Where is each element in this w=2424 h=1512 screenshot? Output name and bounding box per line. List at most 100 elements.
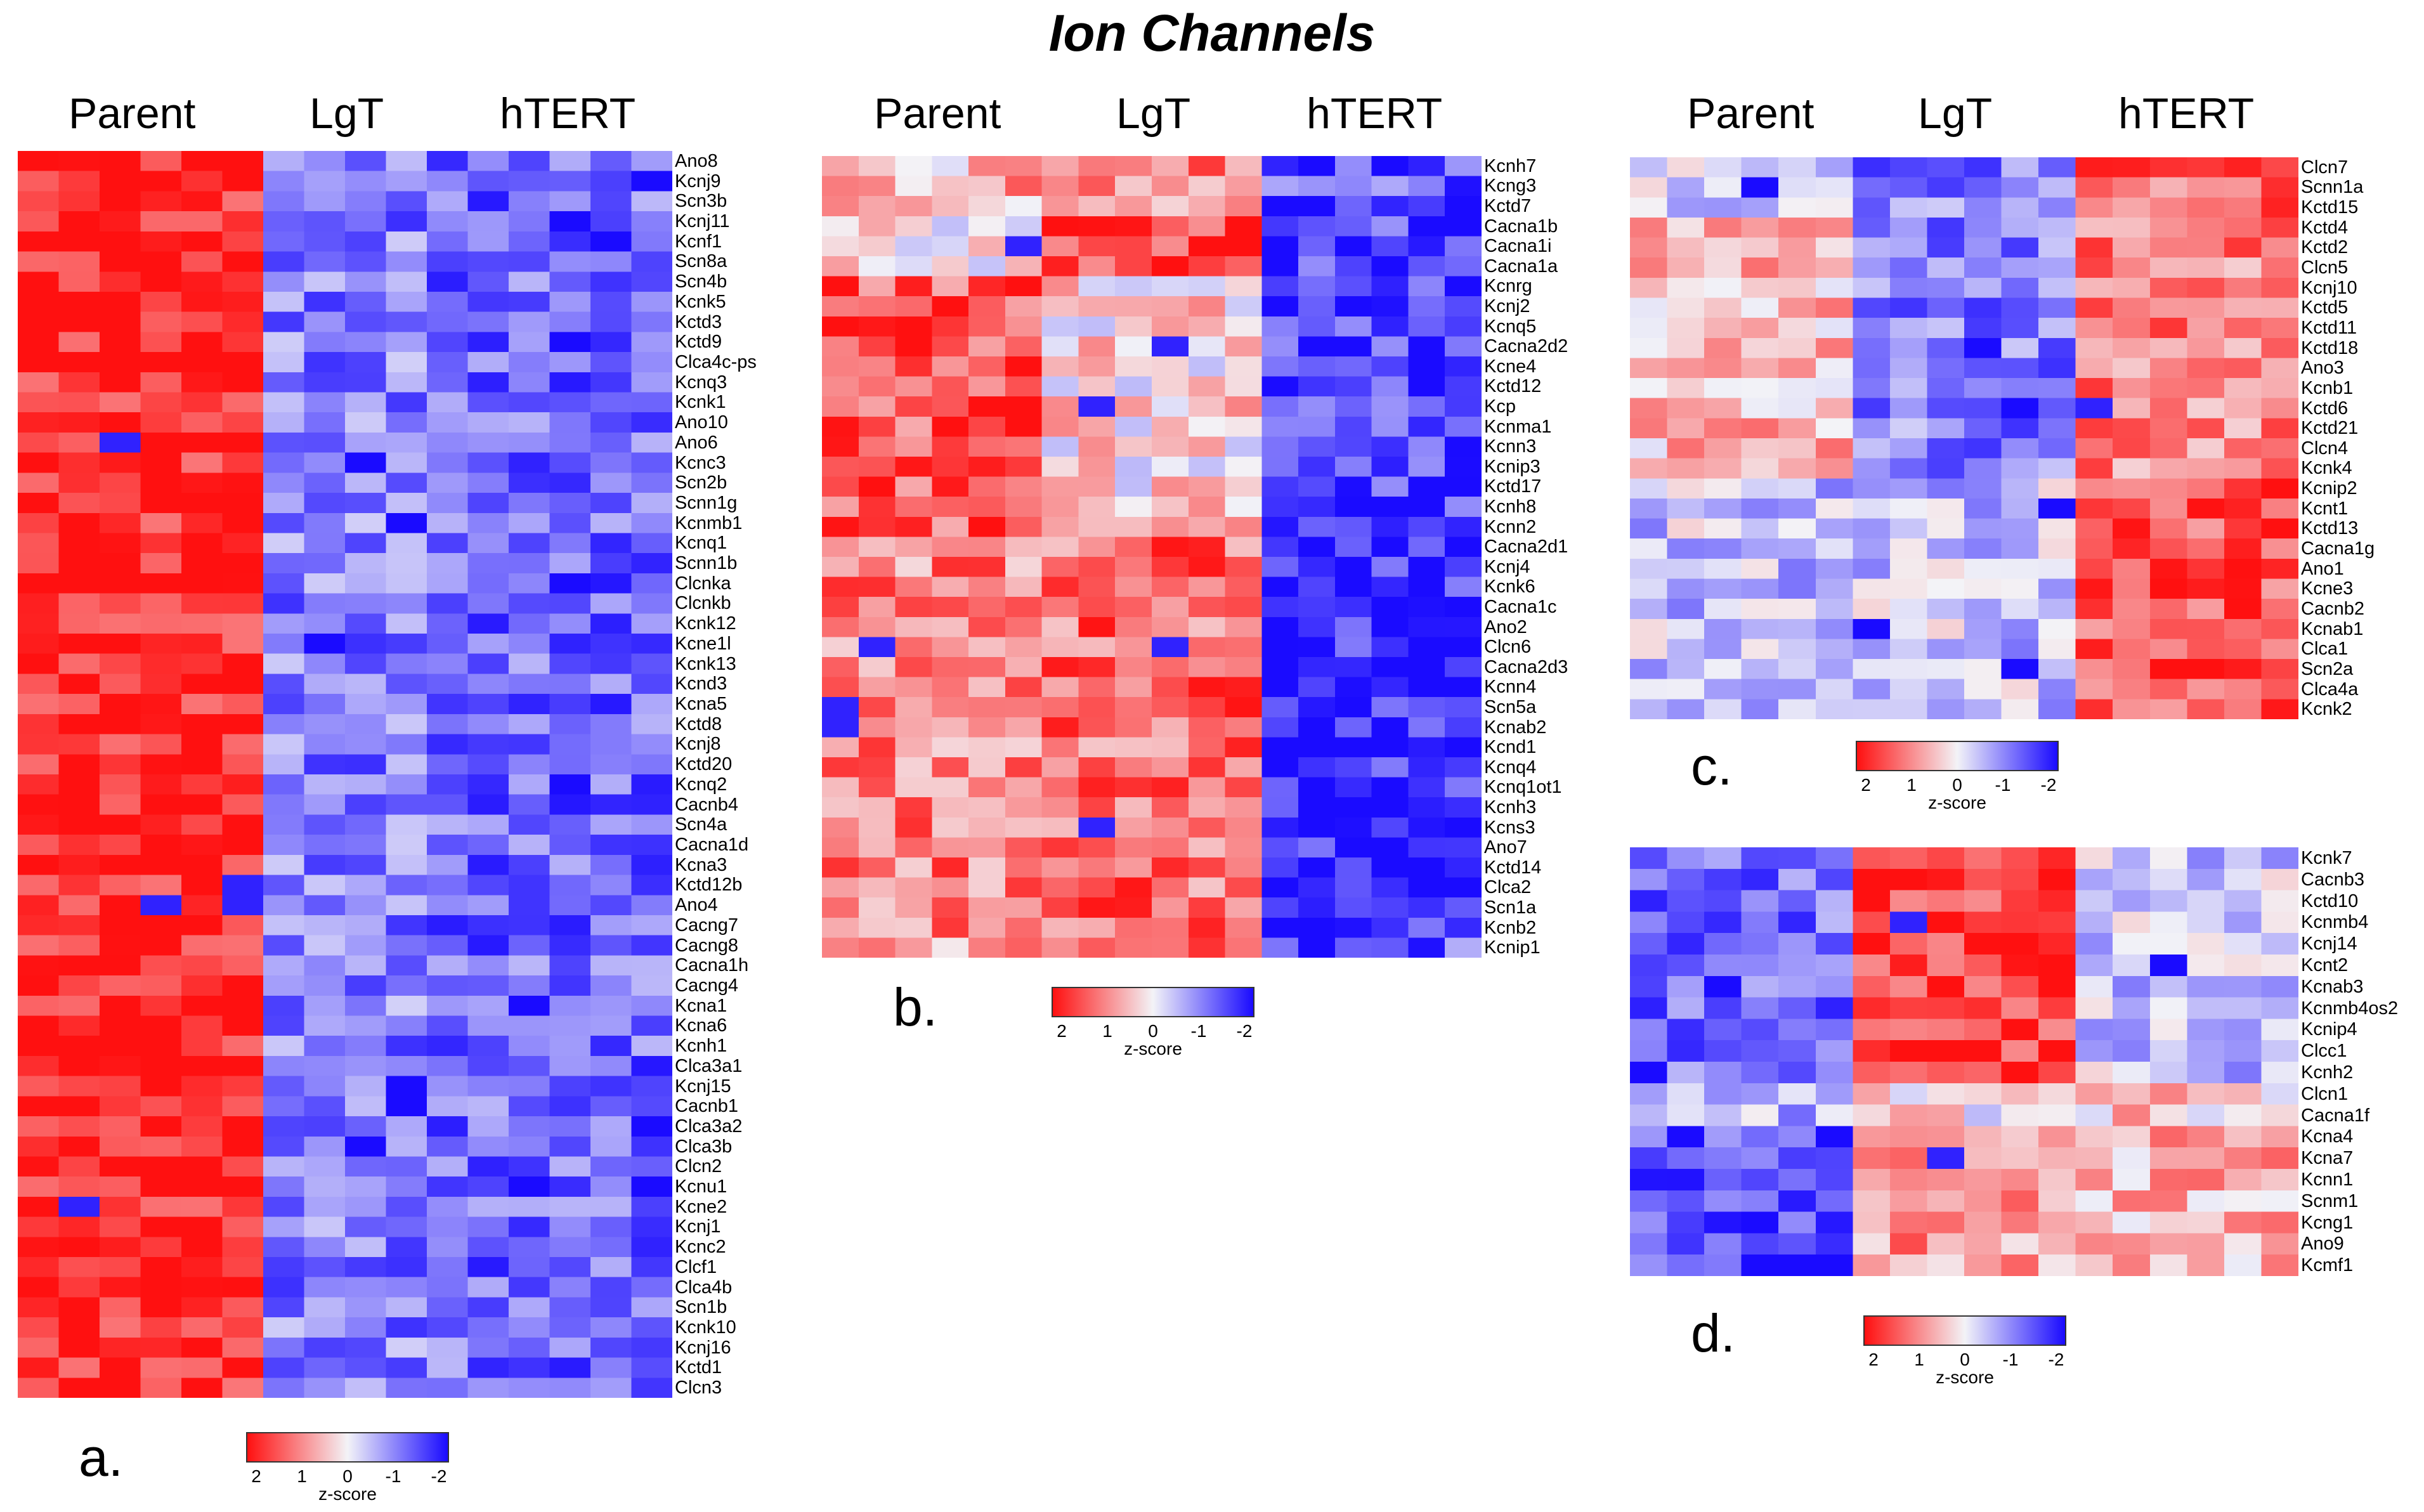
heatmap-cell — [1927, 868, 1965, 891]
heatmap-cell — [58, 794, 100, 816]
heatmap-cell — [858, 557, 896, 578]
heatmap-cell — [1261, 436, 1299, 457]
heatmap-cell — [2187, 197, 2225, 218]
heatmap-cell — [427, 634, 469, 655]
heatmap-cell — [1371, 897, 1409, 918]
heatmap-cell — [1005, 376, 1043, 397]
heatmap-cell — [1298, 196, 1336, 217]
heatmap-cell — [1188, 476, 1226, 497]
heatmap-cell — [263, 634, 305, 655]
heatmap-cell — [631, 1116, 672, 1137]
heatmap-cell — [304, 412, 346, 433]
heatmap-cell — [895, 817, 932, 838]
heatmap-cell — [631, 794, 672, 816]
heatmap-cell — [1889, 197, 1928, 218]
heatmap-cell — [2001, 277, 2039, 299]
heatmap-cell — [140, 1216, 182, 1237]
heatmap-cell — [181, 1216, 223, 1237]
heatmap-cell — [467, 653, 509, 675]
heatmap-cell — [2187, 868, 2225, 891]
heatmap-cell — [18, 935, 60, 956]
heatmap-cell — [1815, 257, 1853, 278]
heatmap-cell — [590, 754, 632, 775]
heatmap-cell — [1667, 868, 1705, 891]
heatmap-cell — [100, 995, 141, 1017]
heatmap-cell — [2075, 975, 2113, 998]
heatmap-cell — [100, 372, 141, 393]
heatmap-cell — [631, 975, 672, 996]
heatmap-cell — [2224, 157, 2262, 178]
gene-label: Cacna1g — [2301, 538, 2375, 559]
heatmap-cell — [1041, 616, 1079, 637]
heatmap-cell — [100, 674, 141, 694]
heatmap-cell — [1815, 277, 1853, 299]
heatmap-cell — [1964, 699, 2002, 719]
group-label-lgt: LgT — [1116, 89, 1191, 138]
heatmap-cell — [427, 1055, 469, 1077]
heatmap-cell — [345, 512, 387, 534]
heatmap-cell — [304, 653, 346, 675]
heatmap-cell — [1005, 616, 1043, 637]
heatmap-cell — [222, 151, 264, 172]
heatmap-cell — [263, 774, 305, 795]
heatmap-cell — [58, 915, 100, 936]
heatmap-cell — [1152, 396, 1189, 417]
heatmap-cell — [1298, 376, 1336, 397]
heatmap-cell — [631, 714, 672, 735]
heatmap-cell — [590, 372, 632, 393]
heatmap-cell — [1371, 616, 1409, 637]
legend-tick: 2 — [251, 1466, 261, 1486]
heatmap-cell — [386, 332, 427, 353]
heatmap-cell — [1853, 955, 1891, 977]
heatmap-cell — [631, 634, 672, 655]
heatmap-cell — [2149, 177, 2187, 198]
heatmap-cell — [2075, 438, 2113, 459]
heatmap-cell — [427, 935, 469, 956]
heatmap-cell — [181, 452, 223, 473]
heatmap-cell — [1927, 1147, 1965, 1170]
heatmap-cell — [1741, 578, 1779, 599]
heatmap-cell — [18, 271, 60, 292]
heatmap-cell — [140, 1136, 182, 1157]
heatmap-cell — [1704, 1040, 1742, 1062]
heatmap-cell — [1927, 599, 1965, 620]
heatmap-cell — [2001, 498, 2039, 519]
heatmap-cell — [304, 533, 346, 554]
heatmap-cell — [1630, 538, 1668, 559]
heatmap-cell — [1741, 847, 1779, 870]
heatmap-cell — [2001, 1040, 2039, 1062]
heatmap-cell — [932, 497, 969, 518]
heatmap-cell — [822, 857, 859, 878]
heatmap-cell — [222, 1237, 264, 1258]
heatmap-cell — [140, 995, 182, 1017]
heatmap-cell — [2001, 933, 2039, 955]
heatmap-cell — [549, 392, 591, 413]
heatmap-cell — [304, 774, 346, 795]
gene-label: Cacng8 — [675, 935, 738, 956]
heatmap-cell — [427, 1378, 469, 1398]
heatmap-cell — [1667, 955, 1705, 977]
heatmap-cell — [1261, 857, 1299, 878]
heatmap-cell — [2075, 578, 2113, 599]
heatmap-cell — [1298, 476, 1336, 497]
heatmap-cell — [1964, 1019, 2002, 1041]
heatmap-cell — [467, 1337, 509, 1359]
gene-label: Kcnip2 — [2301, 478, 2357, 499]
heatmap-cell — [1815, 679, 1853, 700]
heatmap-cell — [1667, 297, 1705, 318]
heatmap-cell — [1152, 216, 1189, 237]
heatmap-cell — [932, 516, 969, 537]
gene-label: Kcnj11 — [675, 211, 730, 231]
heatmap-cell — [1041, 176, 1079, 197]
heatmap-cell — [467, 271, 509, 292]
heatmap-cell — [1408, 516, 1445, 537]
heatmap-cell — [1408, 156, 1445, 177]
heatmap-cell — [932, 196, 969, 217]
heatmap-cell — [140, 291, 182, 313]
heatmap-cell — [1188, 597, 1226, 618]
heatmap-cell — [549, 1096, 591, 1117]
heatmap-cell — [590, 151, 632, 172]
heatmap-cell — [1815, 1040, 1853, 1062]
heatmap-cell — [263, 151, 305, 172]
heatmap-cell — [822, 657, 859, 678]
